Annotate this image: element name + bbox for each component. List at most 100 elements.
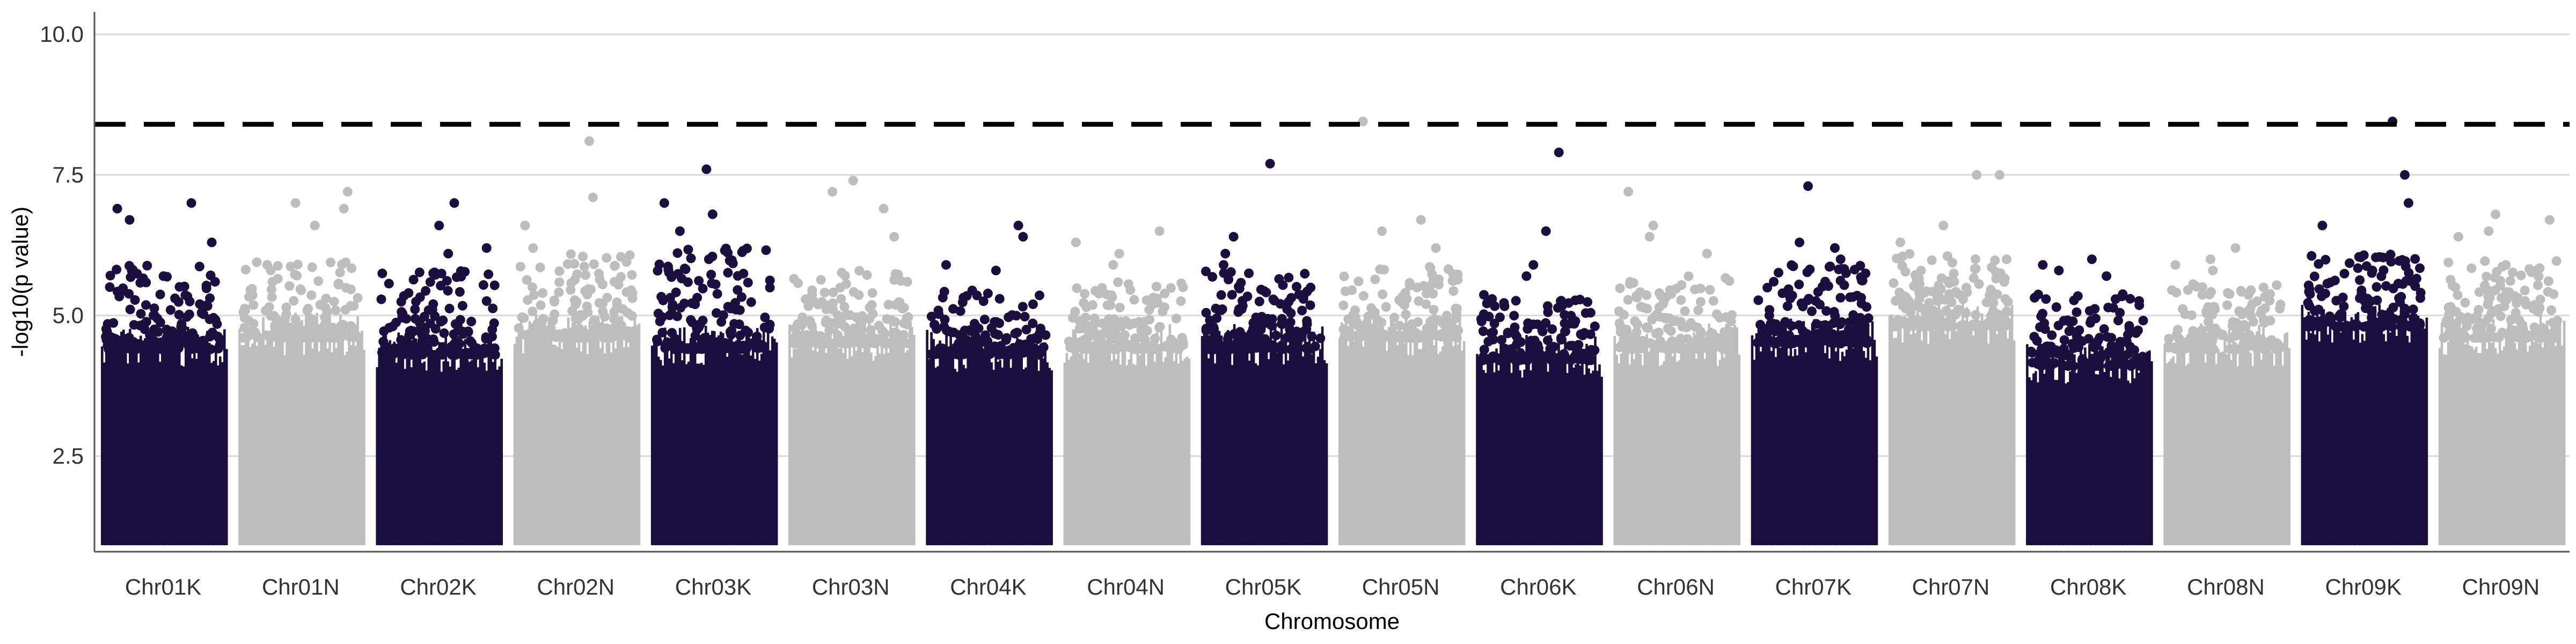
peak-point-Chr08K-4: [2102, 271, 2112, 281]
dense-points-Chr03N: [788, 318, 916, 546]
x-tick-label-Chr06N: Chr06N: [1637, 574, 1715, 599]
x-tick-label-Chr04N: Chr04N: [1087, 574, 1165, 599]
peak-point-Chr06N-4: [1702, 248, 1712, 259]
peak-point-Chr07N-4: [1896, 237, 1906, 247]
peak-point-Chr09N-3: [2484, 226, 2494, 236]
peak-point-Chr07K-3: [1829, 243, 1840, 253]
series-Chr05K: [1201, 158, 1328, 546]
peak-point-Chr07K-2: [1795, 237, 1805, 247]
dense-points-Chr09K: [2301, 303, 2428, 546]
dense-points-Chr08K: [2026, 342, 2153, 546]
scatter-points-Chr04K: [926, 286, 1051, 360]
y-tick-label: 5.0: [53, 303, 84, 328]
y-tick-label: 7.5: [53, 162, 84, 187]
dense-points-Chr08N: [2163, 323, 2290, 546]
scatter-points-Chr08K: [2026, 289, 2148, 371]
dense-points-Chr04K: [926, 330, 1053, 546]
scatter-points-Chr02N: [514, 249, 638, 343]
peak-point-Chr07K-1: [1803, 181, 1813, 191]
scatter-points-Chr07K: [1753, 260, 1874, 349]
x-tick-label-Chr03N: Chr03N: [812, 574, 890, 599]
peak-point-Chr03K-2: [659, 198, 669, 208]
scatter-points-Chr03K: [652, 243, 775, 354]
peak-point-Chr02N-1: [584, 136, 595, 147]
peak-point-Chr05N-2: [1416, 215, 1426, 225]
scatter-points-Chr09N: [2439, 256, 2563, 343]
peak-point-Chr08K-3: [2054, 266, 2064, 276]
peak-point-Chr04K-4: [991, 266, 1001, 276]
peak-point-Chr06N-2: [1648, 221, 1658, 231]
series-Chr06N: [1613, 187, 1741, 546]
series-Chr03N: [788, 175, 916, 546]
series-Chr02K: [376, 198, 503, 546]
peak-point-Chr09N-1: [2490, 209, 2500, 219]
peak-point-Chr03N-2: [828, 187, 838, 197]
scatter-points-Chr01N: [238, 257, 363, 343]
y-axis-title: -log10(p value): [8, 207, 33, 357]
dense-points-Chr06K: [1476, 335, 1603, 546]
series-Chr05N: [1338, 116, 1466, 546]
peak-point-Chr09K-3: [2403, 198, 2413, 208]
x-tick-label-Chr02N: Chr02N: [537, 574, 614, 599]
x-tick-label-Chr01K: Chr01K: [125, 574, 201, 599]
peak-point-Chr03N-4: [889, 232, 899, 242]
peak-point-Chr08K-1: [2087, 254, 2097, 265]
dense-points-Chr07K: [1751, 318, 1878, 546]
scatter-points-Chr07N: [1889, 249, 2014, 332]
peak-point-Chr01N-1: [342, 187, 353, 197]
peak-point-Chr05N-4: [1431, 243, 1441, 253]
y-tick-label: 2.5: [53, 443, 84, 469]
peak-point-Chr03K-1: [701, 164, 712, 174]
peak-point-Chr06K-4: [1521, 271, 1532, 281]
peak-point-Chr06K-1: [1554, 147, 1564, 157]
x-tick-labels: Chr01K Chr01N Chr02K Chr02N Chr03K Chr03N Chr0…: [125, 574, 2540, 599]
peak-point-Chr01K-1: [125, 215, 135, 225]
dense-points-Chr07N: [1888, 301, 2016, 546]
dense-points-Chr05K: [1201, 324, 1328, 546]
scatter-points-Chr01K: [101, 261, 225, 354]
peak-point-Chr09N-4: [2453, 232, 2463, 242]
x-tick-label-Chr04K: Chr04K: [950, 574, 1026, 599]
series-Chr06K: [1476, 147, 1603, 546]
scatter-points-Chr06N: [1614, 271, 1738, 354]
peak-point-Chr08N-1: [2230, 243, 2241, 253]
peak-point-Chr02N-4: [528, 243, 538, 253]
dense-points-Chr01N: [238, 312, 365, 546]
peak-point-Chr04N-3: [1114, 248, 1124, 259]
x-tick-label-Chr01N: Chr01N: [262, 574, 340, 599]
peak-point-Chr06K-3: [1528, 260, 1539, 270]
peak-point-Chr02K-1: [449, 198, 459, 208]
peak-point-Chr05K-4: [1218, 260, 1228, 270]
peak-point-Chr03K-3: [707, 209, 718, 219]
peak-point-Chr09K-4: [2317, 221, 2328, 231]
peak-point-Chr03N-1: [848, 175, 858, 186]
scatter-points-Chr06K: [1476, 290, 1600, 365]
peak-point-Chr05K-3: [1220, 248, 1231, 259]
peak-point-Chr02N-2: [588, 192, 598, 202]
peak-point-Chr01K-4: [207, 237, 217, 247]
x-tick-label-Chr07N: Chr07N: [1912, 574, 1990, 599]
data-points: [101, 116, 2566, 546]
x-tick-label-Chr03K: Chr03K: [675, 574, 751, 599]
peak-point-Chr06N-3: [1644, 232, 1655, 242]
peak-point-Chr02K-4: [443, 248, 453, 259]
dense-points-Chr04N: [1063, 324, 1191, 546]
y-tick-labels: 2.5 5.0 7.5 10.0: [40, 21, 84, 469]
peak-point-Chr04K-3: [941, 260, 951, 270]
scatter-points-Chr05K: [1201, 266, 1326, 354]
series-Chr04N: [1063, 226, 1191, 546]
peak-point-Chr08K-2: [2038, 260, 2048, 270]
x-axis-title: Chromosome: [1264, 609, 1400, 634]
series-Chr09N: [2438, 209, 2566, 546]
peak-point-Chr06N-1: [1623, 187, 1634, 197]
series-Chr02N: [513, 136, 641, 546]
x-tick-label-Chr09N: Chr09N: [2462, 574, 2540, 599]
gridlines: [94, 33, 2570, 457]
x-tick-label-Chr02K: Chr02K: [400, 574, 476, 599]
peak-point-Chr08N-2: [2205, 254, 2215, 265]
peak-point-Chr01N-2: [290, 198, 301, 208]
peak-point-Chr02N-3: [520, 221, 530, 231]
peak-point-Chr02K-2: [434, 221, 444, 231]
peak-point-Chr04K-2: [1018, 232, 1028, 242]
